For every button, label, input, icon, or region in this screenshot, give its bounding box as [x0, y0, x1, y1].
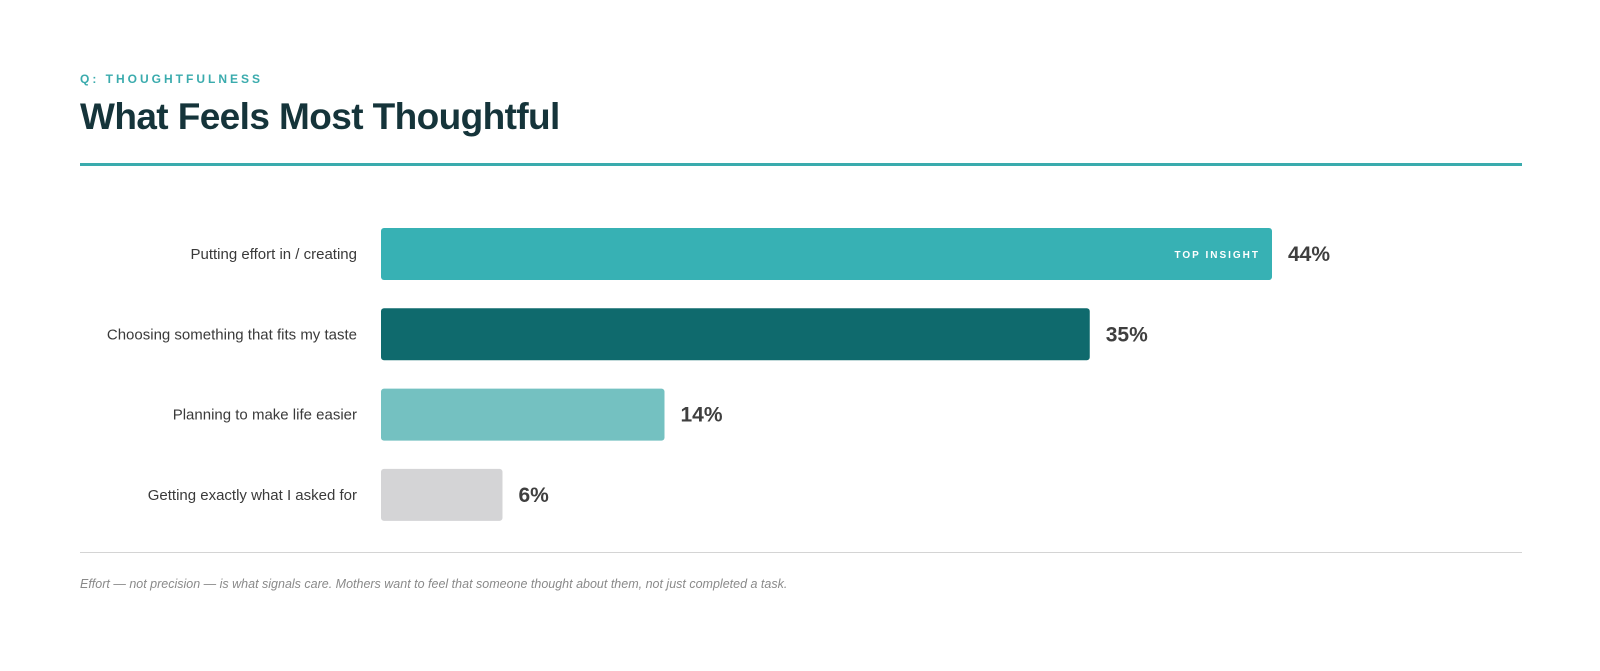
bar — [381, 308, 1090, 361]
top-insight-badge: TOP INSIGHT — [1174, 250, 1260, 261]
category-label: Planning to make life easier — [173, 407, 357, 424]
footer-divider — [80, 552, 1522, 553]
category-label: Getting exactly what I asked for — [148, 487, 357, 504]
bar — [381, 388, 665, 441]
value-label: 44% — [1288, 243, 1330, 266]
category-label: Choosing something that fits my taste — [107, 326, 357, 343]
header-divider — [80, 163, 1522, 166]
bar — [381, 468, 503, 521]
bar — [381, 228, 1272, 280]
value-label: 6% — [519, 484, 550, 507]
question-eyebrow: Q: THOUGHTFULNESS — [80, 72, 263, 86]
page-title: What Feels Most Thoughtful — [80, 96, 560, 137]
category-label: Putting effort in / creating — [191, 246, 358, 263]
value-label: 35% — [1106, 323, 1148, 346]
insight-footnote: Effort — not precision — is what signals… — [80, 577, 788, 591]
value-label: 14% — [681, 404, 723, 427]
